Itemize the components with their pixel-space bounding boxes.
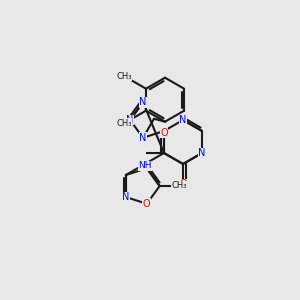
Text: CH₃: CH₃ [116, 119, 132, 128]
Text: N: N [139, 97, 147, 107]
Text: N: N [139, 133, 147, 143]
Text: N: N [198, 148, 206, 158]
Text: N: N [122, 192, 130, 202]
Text: O: O [143, 199, 151, 209]
Text: O: O [160, 128, 168, 138]
Text: CH₃: CH₃ [116, 71, 132, 80]
Text: O: O [179, 179, 187, 189]
Text: CH₃: CH₃ [171, 182, 187, 190]
Text: N: N [126, 115, 134, 125]
Text: N: N [179, 115, 187, 125]
Text: NH: NH [138, 161, 152, 170]
